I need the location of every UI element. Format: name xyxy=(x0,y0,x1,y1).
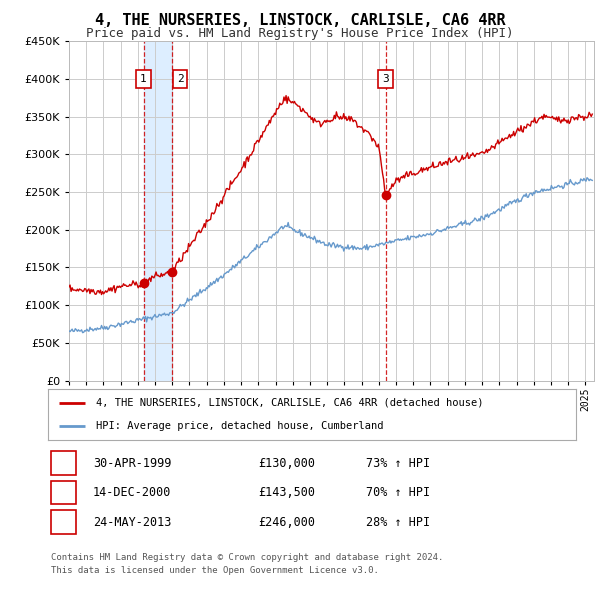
Text: 1: 1 xyxy=(60,457,67,470)
Text: 24-MAY-2013: 24-MAY-2013 xyxy=(93,516,172,529)
Text: 73% ↑ HPI: 73% ↑ HPI xyxy=(366,457,430,470)
Text: 2: 2 xyxy=(60,486,67,499)
Text: £143,500: £143,500 xyxy=(258,486,315,499)
Text: 4, THE NURSERIES, LINSTOCK, CARLISLE, CA6 4RR (detached house): 4, THE NURSERIES, LINSTOCK, CARLISLE, CA… xyxy=(95,398,483,408)
Text: 2: 2 xyxy=(177,74,184,84)
Text: 3: 3 xyxy=(60,516,67,529)
Text: 3: 3 xyxy=(382,74,389,84)
Bar xyxy=(143,41,172,381)
Text: 30-APR-1999: 30-APR-1999 xyxy=(93,457,172,470)
Text: 1: 1 xyxy=(140,74,147,84)
Text: This data is licensed under the Open Government Licence v3.0.: This data is licensed under the Open Gov… xyxy=(51,566,379,575)
Text: Contains HM Land Registry data © Crown copyright and database right 2024.: Contains HM Land Registry data © Crown c… xyxy=(51,553,443,562)
Text: 14-DEC-2000: 14-DEC-2000 xyxy=(93,486,172,499)
Text: 4, THE NURSERIES, LINSTOCK, CARLISLE, CA6 4RR: 4, THE NURSERIES, LINSTOCK, CARLISLE, CA… xyxy=(95,13,505,28)
Text: £130,000: £130,000 xyxy=(258,457,315,470)
Text: 70% ↑ HPI: 70% ↑ HPI xyxy=(366,486,430,499)
Text: £246,000: £246,000 xyxy=(258,516,315,529)
Text: Price paid vs. HM Land Registry's House Price Index (HPI): Price paid vs. HM Land Registry's House … xyxy=(86,27,514,40)
Text: HPI: Average price, detached house, Cumberland: HPI: Average price, detached house, Cumb… xyxy=(95,421,383,431)
Text: 28% ↑ HPI: 28% ↑ HPI xyxy=(366,516,430,529)
